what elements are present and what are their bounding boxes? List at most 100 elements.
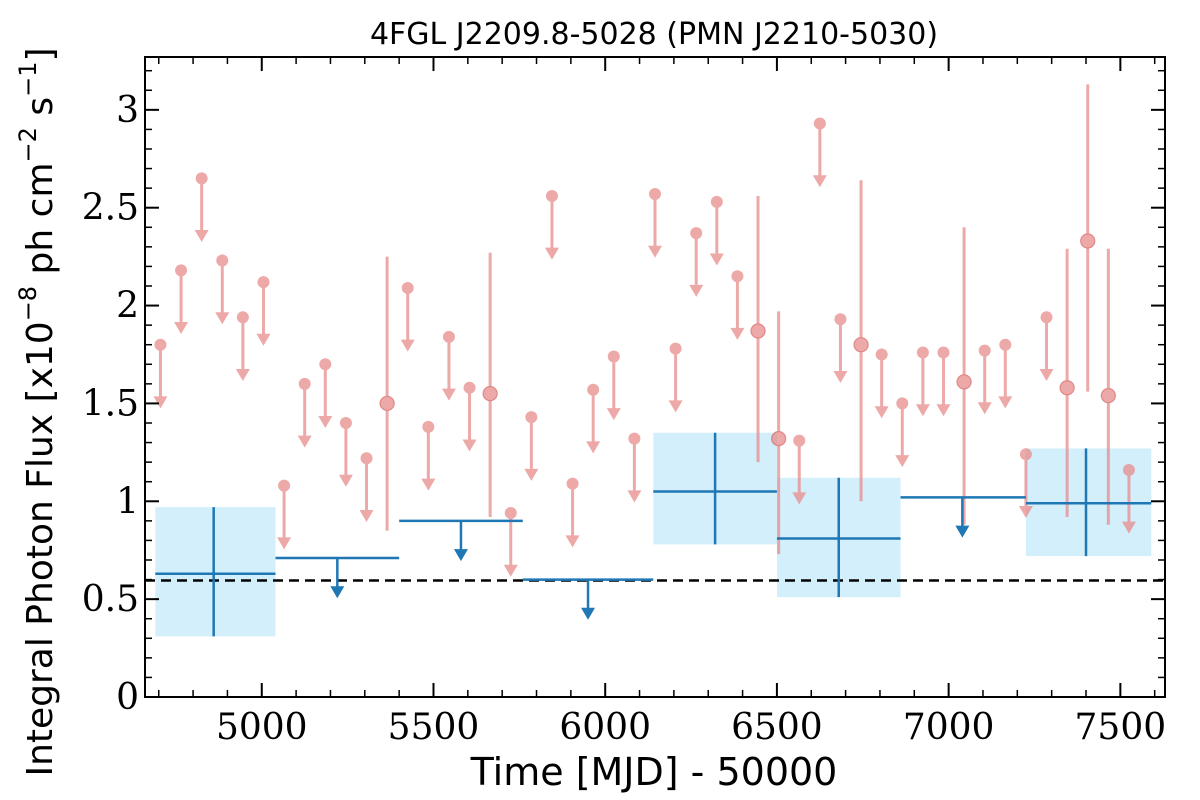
fine-bin-points: [153, 84, 1136, 577]
fine-ul-arrowhead: [544, 247, 559, 260]
fine-upper-limit-26: [730, 270, 745, 340]
fine-ul-marker: [649, 188, 661, 201]
fine-detection-2: [750, 195, 766, 463]
fine-upper-limit-28: [812, 117, 827, 188]
fine-det-marker: [379, 395, 395, 412]
fine-upper-limit-24: [689, 227, 704, 297]
fine-ul-arrowhead: [1121, 521, 1136, 534]
fine-upper-limit-4: [235, 311, 250, 382]
fine-ul-marker: [587, 383, 600, 396]
fine-ul-arrowhead: [648, 245, 662, 258]
fine-ul-arrowhead: [606, 408, 621, 421]
fine-ul-marker: [731, 270, 744, 283]
y-tick-label: 2: [116, 286, 139, 327]
fine-ul-arrowhead: [277, 537, 292, 550]
coarse-ul-arrowhead: [955, 525, 970, 538]
fine-ul-arrowhead: [833, 370, 848, 383]
axes-frame: [144, 56, 1166, 698]
fine-upper-limit-35: [998, 338, 1013, 409]
fine-upper-limit-36: [1018, 448, 1033, 519]
fine-ul-arrowhead: [689, 284, 704, 297]
fine-upper-limit-13: [441, 330, 456, 401]
fine-ul-marker: [339, 416, 352, 429]
fine-upper-limit-2: [194, 172, 209, 243]
fine-ul-marker: [298, 377, 311, 390]
fine-detection-7: [1080, 84, 1096, 392]
fine-ul-marker: [236, 311, 249, 324]
fine-upper-limit-1: [174, 264, 189, 335]
fine-ul-marker: [442, 330, 455, 343]
fine-ul-marker: [1122, 463, 1135, 476]
x-tick-label: 6000: [559, 707, 651, 748]
y-tick-label: 0: [116, 677, 139, 718]
fine-upper-limit-29: [833, 313, 848, 383]
fine-upper-limit-11: [400, 281, 415, 352]
axes: 5000 5500 6000 6500 7000 7500 0 0.5 1 1.5 2 2.5 3: [82, 56, 1167, 748]
fine-upper-limit-23: [668, 342, 683, 413]
fine-ul-arrowhead: [153, 396, 168, 409]
fine-ul-marker: [875, 348, 888, 361]
fine-ul-marker: [937, 346, 950, 359]
fine-upper-limit-34: [977, 344, 992, 415]
fine-upper-limit-20: [606, 350, 621, 421]
fine-ul-arrowhead: [812, 175, 827, 188]
x-tick-label: 7000: [903, 707, 995, 748]
fine-det-marker: [750, 323, 766, 339]
fine-upper-limit-10: [359, 452, 374, 522]
fine-ul-marker: [628, 432, 641, 445]
fine-det-marker: [1080, 233, 1096, 249]
fine-upper-limit-15: [503, 507, 518, 577]
fine-upper-limit-27: [792, 434, 807, 505]
fine-upper-limit-0: [153, 338, 168, 409]
fine-upper-limit-22: [648, 188, 662, 258]
fine-det-marker: [1059, 380, 1075, 396]
fine-det-marker: [1100, 387, 1116, 404]
fine-ul-arrowhead: [338, 474, 353, 487]
fine-upper-limit-37: [1039, 311, 1054, 382]
fine-ul-marker: [669, 342, 682, 355]
fine-ul-arrowhead: [998, 396, 1013, 409]
fine-ul-arrowhead: [586, 441, 601, 454]
fine-ul-marker: [504, 507, 517, 520]
fine-ul-marker: [216, 254, 229, 267]
y-tick-label: 1.5: [82, 383, 139, 424]
fine-ul-arrowhead: [462, 439, 477, 452]
fine-ul-arrowhead: [895, 455, 910, 468]
fine-ul-arrowhead: [668, 400, 683, 413]
fine-ul-arrowhead: [1039, 369, 1054, 382]
fine-ul-marker: [566, 477, 579, 490]
fine-upper-limit-5: [256, 276, 271, 346]
coarse-ul-arrowhead: [581, 607, 596, 620]
fine-upper-limit-17: [544, 189, 559, 260]
fine-ul-marker: [607, 350, 620, 363]
fine-ul-arrowhead: [709, 253, 724, 266]
fine-ul-marker: [813, 117, 826, 130]
fine-ul-marker: [175, 264, 188, 277]
fine-upper-limit-3: [215, 254, 230, 325]
fine-ul-arrowhead: [194, 230, 209, 243]
x-tick-label: 7500: [1075, 707, 1167, 748]
coarse-band-0: [155, 507, 276, 637]
fine-ul-arrowhead: [318, 415, 333, 428]
y-tick-label: 1: [116, 481, 139, 522]
x-tick-label: 5500: [388, 707, 480, 748]
fine-upper-limit-16: [524, 411, 539, 481]
fine-ul-arrowhead: [874, 406, 889, 419]
fine-ul-marker: [710, 195, 723, 208]
fine-det-marker: [482, 386, 498, 402]
fine-ul-marker: [278, 479, 291, 492]
y-tick-label: 2.5: [82, 188, 139, 229]
fine-ul-marker: [525, 411, 538, 424]
coarse-upper-limit-1: [399, 519, 523, 562]
fine-ul-arrowhead: [792, 492, 807, 505]
fine-ul-arrowhead: [1018, 506, 1033, 519]
fine-ul-marker: [916, 346, 929, 359]
fine-ul-arrowhead: [235, 369, 250, 382]
fine-ul-arrowhead: [421, 478, 436, 491]
fine-ul-marker: [422, 420, 435, 433]
fine-ul-marker: [545, 189, 558, 202]
y-tick-label: 3: [116, 90, 139, 131]
fine-upper-limit-7: [297, 377, 312, 448]
fine-upper-limit-30: [874, 348, 889, 419]
